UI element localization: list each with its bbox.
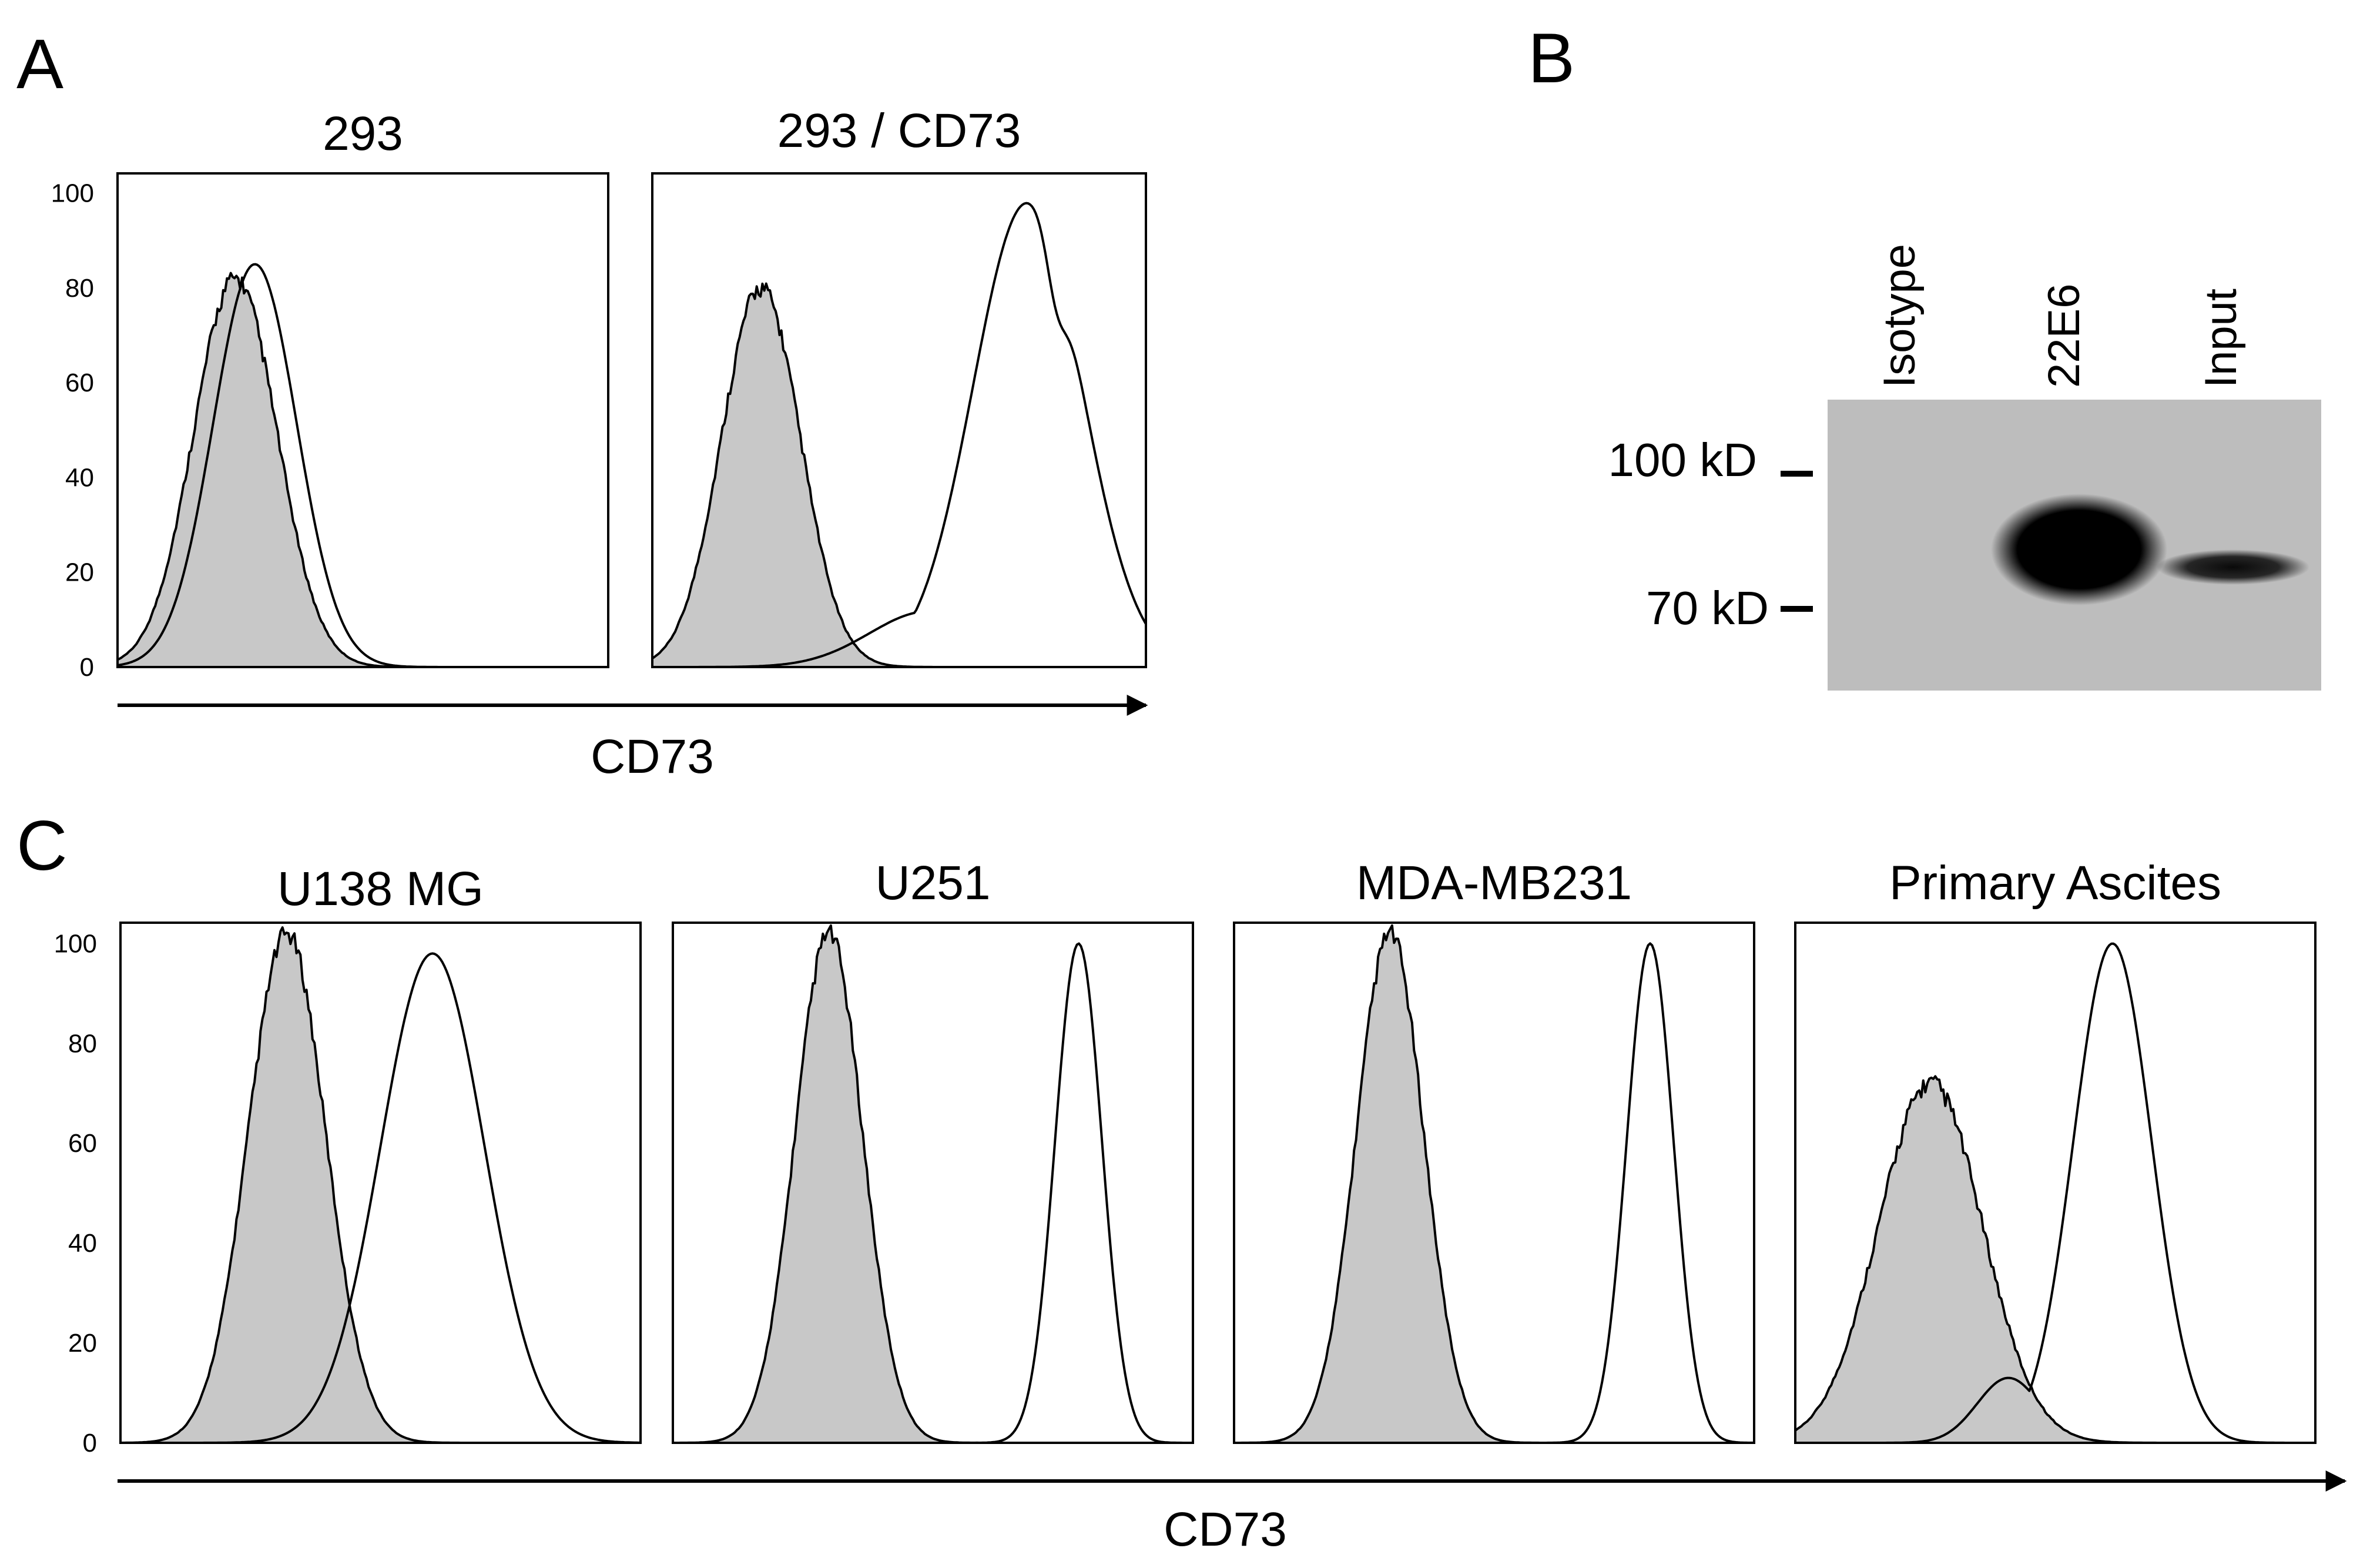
plot-frame [1233,922,1755,1444]
isotype-histogram [116,272,609,668]
band-input [2157,550,2309,585]
marker-label-100kd: 100 kD [1608,434,1757,486]
y-tick-label: 100 [54,929,97,958]
y-tick-label: 60 [68,1129,97,1158]
panel-title: Primary Ascites [1889,856,2221,910]
y-tick-label: 100 [51,179,94,208]
plot-frame [651,172,1147,668]
y-tick-label: 20 [65,558,94,587]
y-tick-label: 80 [65,274,94,303]
cd73-histogram [673,942,1193,1444]
plot-frame [116,172,609,668]
histogram-panel-primary-ascites: Primary Ascites [1794,856,2317,1444]
plot-frame [119,922,642,1444]
isotype-histogram [1794,1075,2317,1444]
histogram-panel-u251: U251 [672,856,1194,1444]
panel-c-x-axis-label: CD73 [1164,1503,1287,1556]
y-tick-label: 60 [65,368,94,397]
panel-title: MDA-MB231 [1356,856,1632,910]
cd73-histogram [120,952,641,1444]
lane-label-input: Input [2196,289,2246,388]
band-22e6 [1991,494,2167,605]
histogram-panel-u138mg: U138 MG 0 20 40 60 80 100 [54,862,642,1458]
isotype-histogram [672,924,1194,1444]
histogram-panel-293-cd73: 293 / CD73 [651,104,1147,668]
y-tick-label: 0 [80,653,94,682]
isotype-histogram [651,282,1147,668]
isotype-histogram [119,926,642,1444]
histogram-panel-293: 293 0 20 40 60 80 100 [51,107,609,682]
panel-letter-a: A [16,25,63,103]
lane-label-22e6: 22E6 [2039,284,2089,388]
marker-label-70kd: 70 kD [1646,582,1769,634]
y-tick-label: 40 [65,463,94,492]
panel-a-x-axis-label: CD73 [591,730,714,783]
y-tick-label: 40 [68,1229,97,1258]
y-tick-label: 20 [68,1329,97,1358]
panel-title: 293 [323,107,403,160]
panel-title: U138 MG [277,862,484,916]
y-tick-label: 80 [68,1029,97,1058]
panel-title: U251 [875,856,990,910]
y-tick-label: 0 [83,1429,97,1458]
histogram-panel-mda-mb231: MDA-MB231 [1233,856,1755,1444]
panel-letter-b: B [1528,19,1575,98]
plot-frame [672,922,1194,1444]
panel-letter-c: C [16,806,68,885]
cd73-histogram [1234,942,1755,1444]
western-blot: 100 kD 70 kD Isotype 22E6 Input [1608,244,2321,691]
lane-label-isotype: Isotype [1875,244,1925,388]
plot-frame [1794,922,2317,1444]
panel-title: 293 / CD73 [777,104,1021,158]
